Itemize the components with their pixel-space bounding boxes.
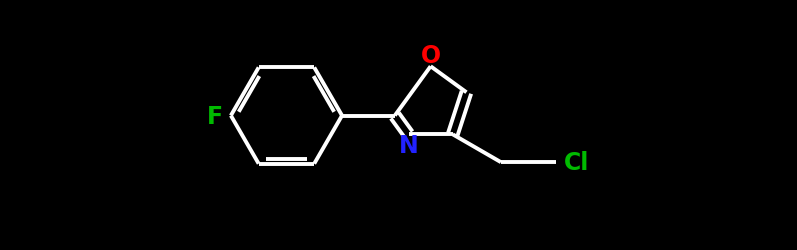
Text: F: F: [206, 104, 223, 128]
Text: Cl: Cl: [563, 150, 589, 174]
Text: O: O: [421, 44, 441, 68]
Text: N: N: [398, 134, 418, 158]
